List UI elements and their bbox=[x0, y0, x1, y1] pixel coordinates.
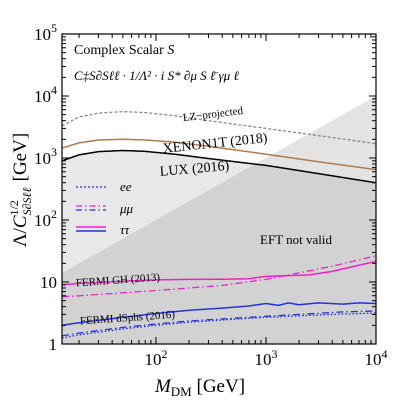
model-title: Complex Scalar S bbox=[74, 43, 174, 58]
y-axis-title: Λ/CS∂Sℓℓ1/2 [GeV] bbox=[7, 133, 34, 247]
series-lz-projected bbox=[62, 110, 376, 145]
y-tick-label: 10 bbox=[40, 273, 57, 292]
legend-ee-label: ee bbox=[120, 179, 132, 194]
series-fermi-dsphs bbox=[62, 310, 376, 337]
lux-excluded-region bbox=[62, 150, 376, 344]
series-fermi-gh bbox=[62, 260, 376, 286]
y-tick-label: 1 bbox=[49, 335, 58, 354]
x-tick-label: 103 bbox=[254, 347, 277, 369]
series-fermi-dsphs bbox=[62, 302, 376, 327]
lux-label: LUX (2016) bbox=[159, 159, 230, 180]
plot-frame bbox=[61, 33, 377, 345]
x-tick-label: 104 bbox=[365, 347, 388, 369]
y-tick-label: 103 bbox=[34, 145, 57, 168]
series-xenon1t-2018 bbox=[62, 138, 376, 171]
legend-tautau-label: ττ bbox=[120, 222, 131, 237]
lz-label: LZ−projected bbox=[182, 105, 244, 124]
legend: ee μμ ττ bbox=[76, 179, 134, 237]
series-ee-fermi-dsphs bbox=[62, 312, 376, 339]
eft-label: EFT not valid bbox=[260, 232, 332, 247]
y-tick-label: 102 bbox=[34, 207, 57, 230]
y-tick-label: 104 bbox=[34, 83, 57, 106]
fermi-gh-label: FERMI GH (2013) bbox=[75, 271, 160, 289]
operator-formula: C‡S∂Sℓℓ · 1/Λ² · i S* ∂μ S ℓ̄ γμ ℓ bbox=[74, 68, 239, 83]
x-axis-title: MDM [GeV] bbox=[154, 376, 245, 399]
series-lux-2016 bbox=[62, 149, 376, 184]
y-tick-label: 105 bbox=[34, 21, 57, 44]
legend-mumu-label: μμ bbox=[119, 201, 134, 216]
x-tick-label: 102 bbox=[144, 347, 167, 369]
